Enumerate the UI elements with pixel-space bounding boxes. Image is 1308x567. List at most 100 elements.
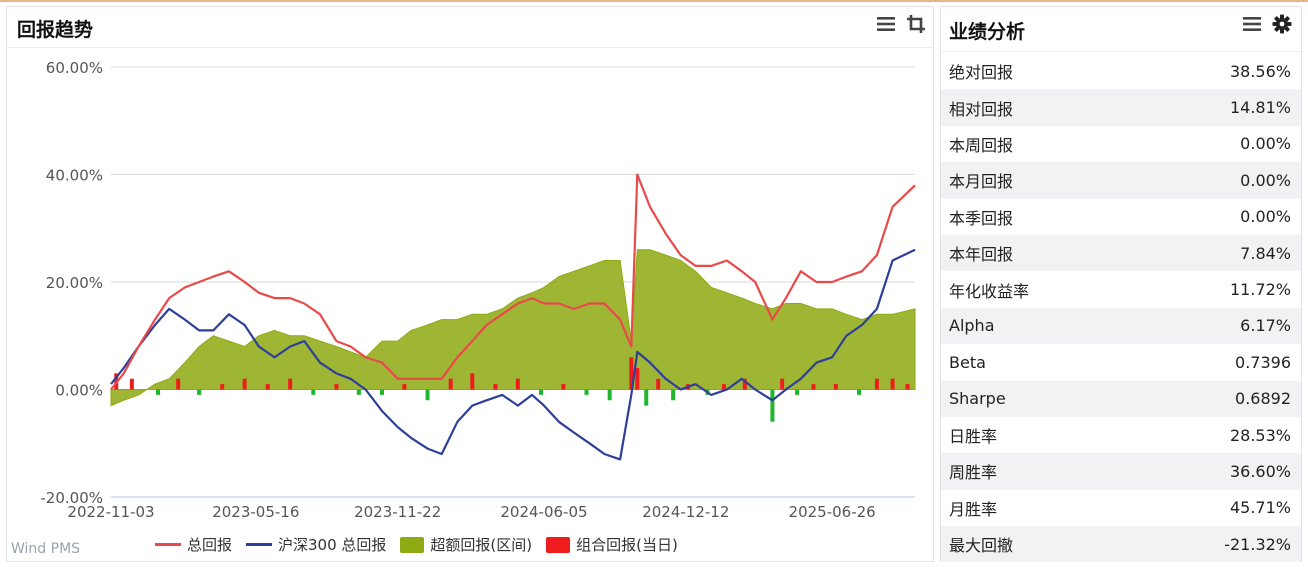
daily-bar [770, 389, 775, 422]
stats-value: 0.00% [1240, 170, 1291, 190]
daily-bar [288, 378, 293, 390]
stats-label: 本周回报 [949, 135, 1014, 155]
stats-value: 0.00% [1240, 207, 1291, 227]
y-tick-label: 60.00% [46, 59, 103, 77]
x-tick-label: 2024-06-05 [500, 503, 587, 521]
y-tick-label: 40.00% [46, 167, 103, 185]
stats-value: 0.6892 [1235, 389, 1291, 409]
stats-label: 年化收益率 [949, 281, 1030, 301]
panel-title: 回报趋势 [17, 19, 94, 41]
stats-label: Sharpe [949, 389, 1006, 409]
stats-row: 最大回撤 -21.32% [941, 526, 1301, 563]
chart-legend: 总回报 沪深300 总回报 超额回报(区间) 组合回报(当日) [155, 534, 678, 555]
stats-value: 28.53% [1229, 425, 1291, 445]
daily-bar [833, 384, 838, 390]
panel-toolbar [875, 13, 927, 35]
daily-bar [671, 389, 676, 401]
y-tick-label: 20.00% [46, 274, 103, 292]
title-divider [7, 47, 933, 48]
watermark: Wind PMS [11, 541, 81, 557]
return-trend-panel: 回报趋势 -20.00% 0.00% 20.00% 40.00% 60.00% 2022-… [6, 6, 934, 562]
stats-value: 45.71% [1229, 498, 1291, 518]
daily-bar [795, 389, 800, 395]
daily-bar [629, 357, 634, 390]
stats-value: -21.32% [1224, 534, 1291, 554]
gear-icon[interactable] [1271, 13, 1293, 35]
stats-row: Beta 0.7396 [941, 344, 1301, 380]
legend-label: 组合回报(当日) [576, 536, 678, 554]
stats-value: 7.84% [1240, 243, 1291, 263]
stats-row: 相对回报 14.81% [941, 89, 1301, 126]
daily-bar [470, 373, 475, 390]
legend-swatch-hs300 [246, 543, 273, 546]
stats-label: 周胜率 [949, 463, 998, 483]
legend-item-daily[interactable]: 组合回报(当日) [546, 534, 678, 555]
menu-icon[interactable] [1241, 13, 1263, 35]
daily-bar [176, 378, 181, 390]
series-line-total [110, 173, 916, 391]
stats-label: 月胜率 [949, 499, 998, 519]
daily-bar [561, 384, 566, 390]
daily-bar [890, 378, 895, 390]
stats-row: 绝对回报 38.56% [941, 53, 1301, 89]
daily-bar [356, 389, 361, 395]
stats-row: 本周回报 0.00% [941, 126, 1301, 162]
daily-bar [311, 389, 316, 395]
stats-value: 14.81% [1229, 98, 1291, 118]
legend-swatch-excess [400, 536, 425, 553]
daily-bar [379, 389, 384, 395]
menu-icon[interactable] [875, 13, 897, 35]
daily-bar [493, 384, 498, 390]
series-line-hs300 [110, 248, 916, 461]
title-divider [941, 51, 1301, 52]
legend-item-excess[interactable]: 超额回报(区间) [400, 534, 532, 555]
stats-label: Alpha [949, 316, 995, 336]
daily-bar [721, 384, 726, 390]
legend-item-hs300[interactable]: 沪深300 总回报 [246, 534, 386, 555]
daily-bar [874, 378, 879, 390]
daily-bar [780, 378, 785, 390]
x-tick-label: 2025-06-26 [789, 503, 876, 521]
legend-label: 总回报 [187, 536, 233, 554]
daily-bar [905, 384, 910, 390]
legend-item-total[interactable]: 总回报 [155, 534, 232, 555]
stats-label: 本年回报 [949, 245, 1014, 265]
daily-bar [242, 378, 247, 390]
stats-value: 0.00% [1240, 134, 1291, 154]
daily-bar [402, 384, 407, 390]
stats-label: 本月回报 [949, 172, 1014, 192]
stats-row: 月胜率 45.71% [941, 490, 1301, 526]
performance-analysis-panel: 业绩分析 绝对回报 38.56% 相对回报 14. [940, 6, 1302, 563]
daily-bar [584, 389, 589, 395]
daily-bar [197, 389, 202, 395]
stats-row: 周胜率 36.60% [941, 453, 1301, 490]
stats-row: 本季回报 0.00% [941, 199, 1301, 235]
x-tick-label: 2023-05-16 [212, 503, 299, 521]
daily-bar [607, 389, 612, 401]
daily-bar [538, 389, 543, 395]
daily-bar [515, 378, 520, 390]
daily-bar [448, 378, 453, 390]
y-tick-label: 0.00% [55, 382, 103, 400]
return-trend-chart: -20.00% 0.00% 20.00% 40.00% 60.00% 2022-11-03… [40, 59, 916, 521]
stats-table: 绝对回报 38.56% 相对回报 14.81% 本周回报 0.00% 本月回报 0.00% 本季… [941, 53, 1301, 563]
stats-label: Beta [949, 352, 986, 372]
crop-icon[interactable] [905, 13, 927, 35]
legend-label: 沪深300 总回报 [278, 536, 387, 554]
series-area-excess [110, 249, 916, 407]
stats-value: 36.60% [1229, 461, 1291, 481]
x-tick-label: 2024-12-12 [642, 503, 729, 521]
stats-value: 38.56% [1229, 61, 1291, 81]
x-tick-label: 2023-11-22 [354, 503, 441, 521]
x-tick-label: 2022-11-03 [67, 503, 154, 521]
daily-bar [265, 384, 270, 390]
daily-bar [656, 378, 661, 390]
daily-bar [857, 389, 862, 395]
stats-label: 最大回撤 [949, 536, 1014, 556]
legend-swatch-total [155, 543, 181, 546]
daily-bar [334, 384, 339, 390]
daily-bar [742, 378, 747, 390]
stats-row: Alpha 6.17% [941, 307, 1301, 345]
daily-bar [644, 389, 649, 406]
daily-bar [425, 389, 430, 401]
